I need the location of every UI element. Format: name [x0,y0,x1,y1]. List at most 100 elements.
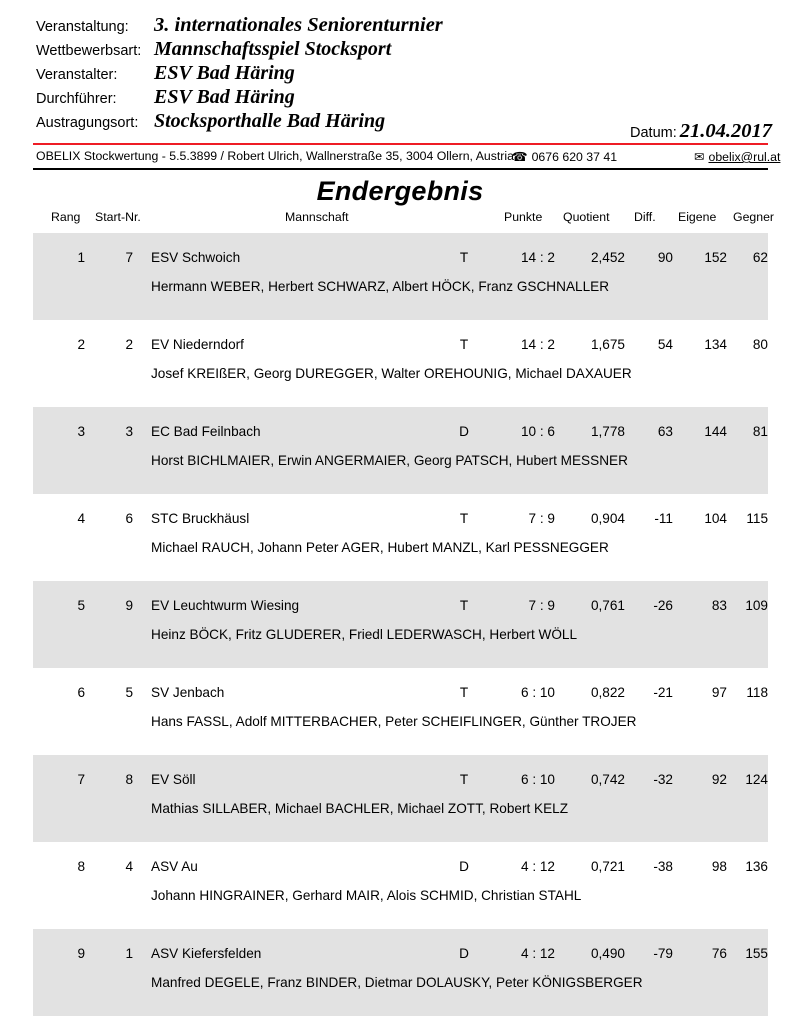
cell-start-nr: 1 [125,946,133,961]
cell-diff: -11 [654,511,673,526]
cell-players: Horst BICHLMAIER, Erwin ANGERMAIER, Geor… [151,453,628,468]
cell-gegner: 118 [746,685,768,700]
cell-quotient: 0,742 [590,772,625,787]
cell-rang: 4 [77,511,85,526]
date-label: Datum: [630,125,677,141]
cell-punkte: 10 : 6 [520,424,555,439]
cell-rang: 1 [77,250,85,265]
meta-row-austragungsort: Austragungsort: Stocksporthalle Bad Häri… [36,110,766,134]
cell-eigene: 152 [704,250,727,265]
cell-quotient: 0,721 [590,859,625,874]
table-row-main: 2 2 EV Niederndorf T 14 : 2 1,675 54 134 80 [33,320,768,367]
cell-eigene: 97 [711,685,727,700]
column-header-rang: Rang [51,210,81,224]
column-header-diff: Diff. [634,210,656,224]
cell-start-nr: 3 [125,424,133,439]
table-row: 5 9 EV Leuchtwurm Wiesing T 7 : 9 0,761 -26 83 1… [33,581,768,668]
cell-punkte: 4 : 12 [520,859,555,874]
red-divider [33,143,768,145]
cell-start-nr: 6 [125,511,133,526]
cell-typ: T [459,598,469,613]
column-header-start-nr: Start-Nr. [95,210,141,224]
meta-label-veranstaltung: Veranstaltung: [36,19,129,35]
cell-rang: 7 [77,772,85,787]
column-header-gegner: Gegner [733,210,775,224]
meta-row-durchfuehrer: Durchführer: ESV Bad Häring [36,86,766,110]
table-row: 6 5 SV Jenbach T 6 : 10 0,822 -21 97 118 Hans FAS… [33,668,768,755]
header-divider [33,168,768,170]
cell-typ: T [459,685,469,700]
cell-eigene: 144 [704,424,727,439]
cell-gegner: 62 [752,250,768,265]
table-row-main: 4 6 STC Bruckhäusl T 7 : 9 0,904 -11 104 115 [33,494,768,541]
cell-mannschaft: EC Bad Feilnbach [151,424,261,439]
table-row: 1 7 ESV Schwoich T 14 : 2 2,452 90 152 62 Hermann… [33,233,768,320]
column-header-mannschaft: Mannschaft [285,210,349,224]
meta-row-veranstalter: Veranstalter: ESV Bad Häring [36,62,766,86]
table-row: 3 3 EC Bad Feilnbach D 10 : 6 1,778 63 144 81 Hor… [33,407,768,494]
cell-mannschaft: STC Bruckhäusl [151,511,250,526]
table-row: 9 1 ASV Kiefersfelden D 4 : 12 0,490 -79 76 155 M… [33,929,768,1016]
cell-players: Mathias SILLABER, Michael BACHLER, Micha… [151,801,569,816]
cell-typ: D [459,946,469,961]
cell-punkte: 14 : 2 [520,337,555,352]
cell-start-nr: 8 [125,772,133,787]
cell-gegner: 124 [745,772,768,787]
cell-gegner: 109 [745,598,768,613]
cell-punkte: 6 : 10 [520,772,555,787]
cell-rang: 8 [77,859,85,874]
cell-punkte: 6 : 10 [520,685,555,700]
cell-rang: 3 [77,424,85,439]
cell-diff: -21 [653,685,673,700]
cell-start-nr: 7 [125,250,133,265]
cell-mannschaft: EV Leuchtwurm Wiesing [151,598,300,613]
contact-email-link[interactable]: obelix@rul.at [708,150,781,164]
cell-eigene: 104 [704,511,727,526]
cell-diff: -38 [653,859,673,874]
cell-players: Johann HINGRAINER, Gerhard MAIR, Alois S… [151,888,582,903]
cell-players: Manfred DEGELE, Franz BINDER, Dietmar DO… [151,975,643,990]
cell-typ: T [459,511,469,526]
cell-typ: T [459,250,469,265]
cell-typ: T [459,337,469,352]
cell-quotient: 0,822 [590,685,625,700]
meta-row-wettbewerbsart: Wettbewerbsart: Mannschaftsspiel Stocksp… [36,38,766,62]
cell-mannschaft: ASV Au [151,859,198,874]
cell-quotient: 0,490 [590,946,625,961]
table-row-main: 6 5 SV Jenbach T 6 : 10 0,822 -21 97 118 [33,668,768,715]
cell-diff: -26 [653,598,673,613]
envelope-icon: ✉ [694,149,705,164]
cell-quotient: 1,675 [590,337,625,352]
table-row-main: 9 1 ASV Kiefersfelden D 4 : 12 0,490 -79 76 155 [33,929,768,976]
cell-typ: D [459,424,469,439]
event-header: Veranstaltung: 3. internationales Senior… [36,14,766,134]
cell-eigene: 76 [711,946,727,961]
cell-gegner: 80 [752,337,768,352]
cell-eigene: 92 [711,772,727,787]
table-row-main: 3 3 EC Bad Feilnbach D 10 : 6 1,778 63 144 81 [33,407,768,454]
meta-value-veranstaltung: 3. internationales Seniorenturnier [154,14,443,36]
cell-mannschaft: EV Niederndorf [151,337,244,352]
table-row-main: 5 9 EV Leuchtwurm Wiesing T 7 : 9 0,761 -26 83 1… [33,581,768,628]
cell-mannschaft: EV Söll [151,772,196,787]
meta-label-durchfuehrer: Durchführer: [36,91,117,107]
cell-start-nr: 5 [125,685,133,700]
column-header-punkte: Punkte [504,210,543,224]
table-header-row: Rang Start-Nr. Mannschaft Punkte Quotien… [33,210,774,230]
cell-start-nr: 2 [125,337,133,352]
cell-rang: 2 [77,337,85,352]
contact-phone-number: 0676 620 37 41 [531,150,618,164]
cell-diff: -32 [653,772,673,787]
table-row-main: 8 4 ASV Au D 4 : 12 0,721 -38 98 136 [33,842,768,889]
cell-diff: -79 [653,946,673,961]
table-row: 7 8 EV Söll T 6 : 10 0,742 -32 92 124 Mathias SIL… [33,755,768,842]
meta-label-wettbewerbsart: Wettbewerbsart: [36,43,142,59]
cell-mannschaft: SV Jenbach [151,685,225,700]
cell-rang: 5 [77,598,85,613]
meta-label-austragungsort: Austragungsort: [36,115,139,131]
contact-phone: ☎ 0676 620 37 41 [512,149,617,164]
cell-diff: 63 [657,424,673,439]
table-row: 4 6 STC Bruckhäusl T 7 : 9 0,904 -11 104 115 Mich… [33,494,768,581]
table-row-main: 7 8 EV Söll T 6 : 10 0,742 -32 92 124 [33,755,768,802]
cell-mannschaft: ASV Kiefersfelden [151,946,262,961]
